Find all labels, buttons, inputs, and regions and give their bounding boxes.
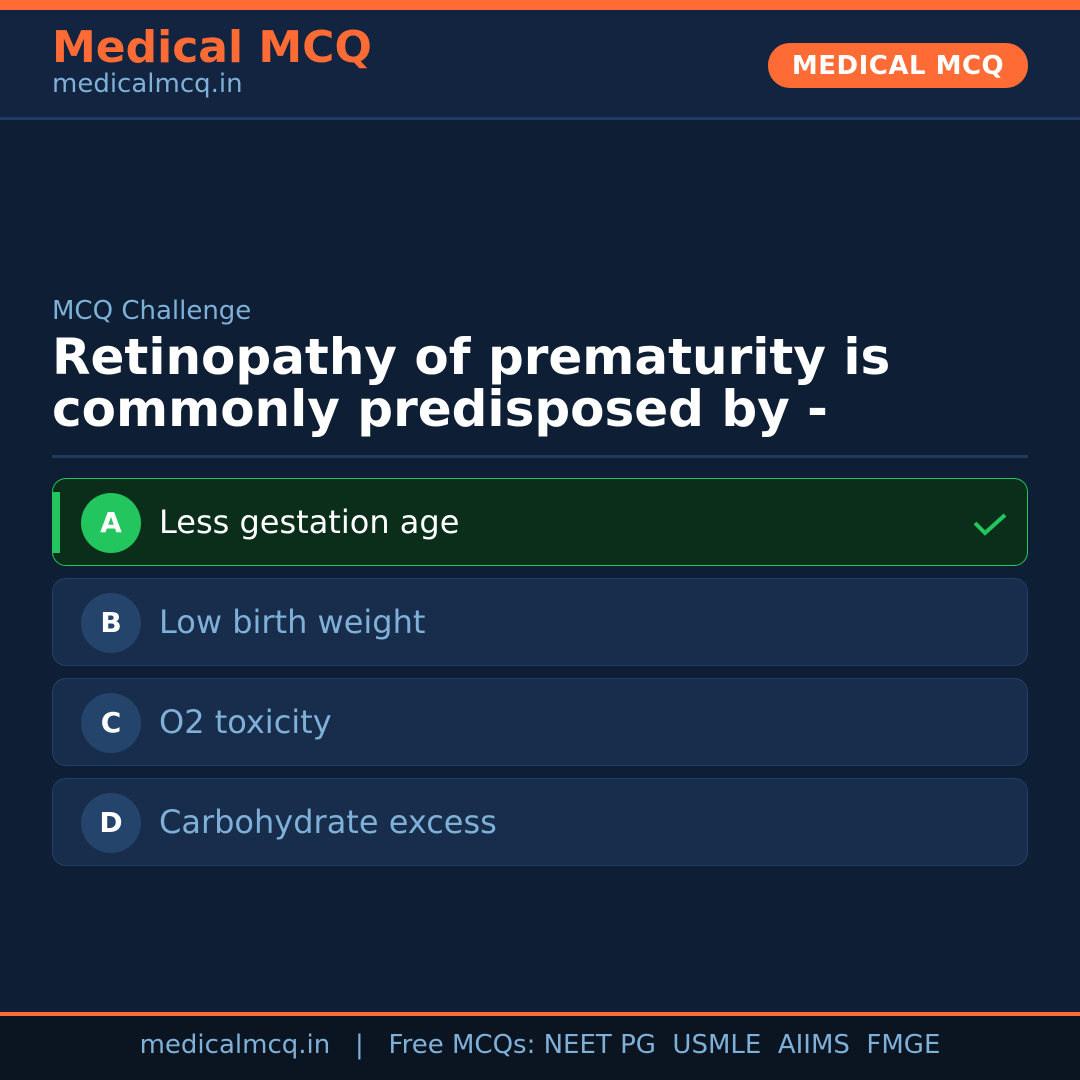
option-letter: D bbox=[81, 793, 141, 853]
option-b[interactable]: B Low birth weight bbox=[52, 578, 1028, 666]
footer-accent-line bbox=[0, 1012, 1080, 1016]
check-icon bbox=[973, 513, 1007, 536]
correct-indicator-bar bbox=[52, 492, 60, 553]
brand-title: Medical MCQ bbox=[52, 22, 372, 73]
top-accent-bar bbox=[0, 0, 1080, 10]
brand-badge: MEDICAL MCQ bbox=[768, 43, 1028, 88]
footer-text: medicalmcq.in | Free MCQs: NEET PG USMLE… bbox=[0, 1016, 1080, 1080]
option-c[interactable]: C O2 toxicity bbox=[52, 678, 1028, 766]
option-letter: A bbox=[81, 493, 141, 553]
option-letter: C bbox=[81, 693, 141, 753]
site-url: medicalmcq.in bbox=[52, 69, 243, 99]
option-letter: B bbox=[81, 593, 141, 653]
question-kicker: MCQ Challenge bbox=[52, 296, 252, 326]
option-text: O2 toxicity bbox=[159, 703, 332, 741]
question-text: Retinopathy of prematurity is commonly p… bbox=[52, 328, 891, 438]
option-a[interactable]: A Less gestation age bbox=[52, 478, 1028, 566]
option-d[interactable]: D Carbohydrate excess bbox=[52, 778, 1028, 866]
header: Medical MCQ medicalmcq.in MEDICAL MCQ bbox=[0, 10, 1080, 120]
option-text: Less gestation age bbox=[159, 503, 460, 541]
divider bbox=[52, 455, 1028, 458]
option-text: Carbohydrate excess bbox=[159, 803, 497, 841]
option-text: Low birth weight bbox=[159, 603, 426, 641]
